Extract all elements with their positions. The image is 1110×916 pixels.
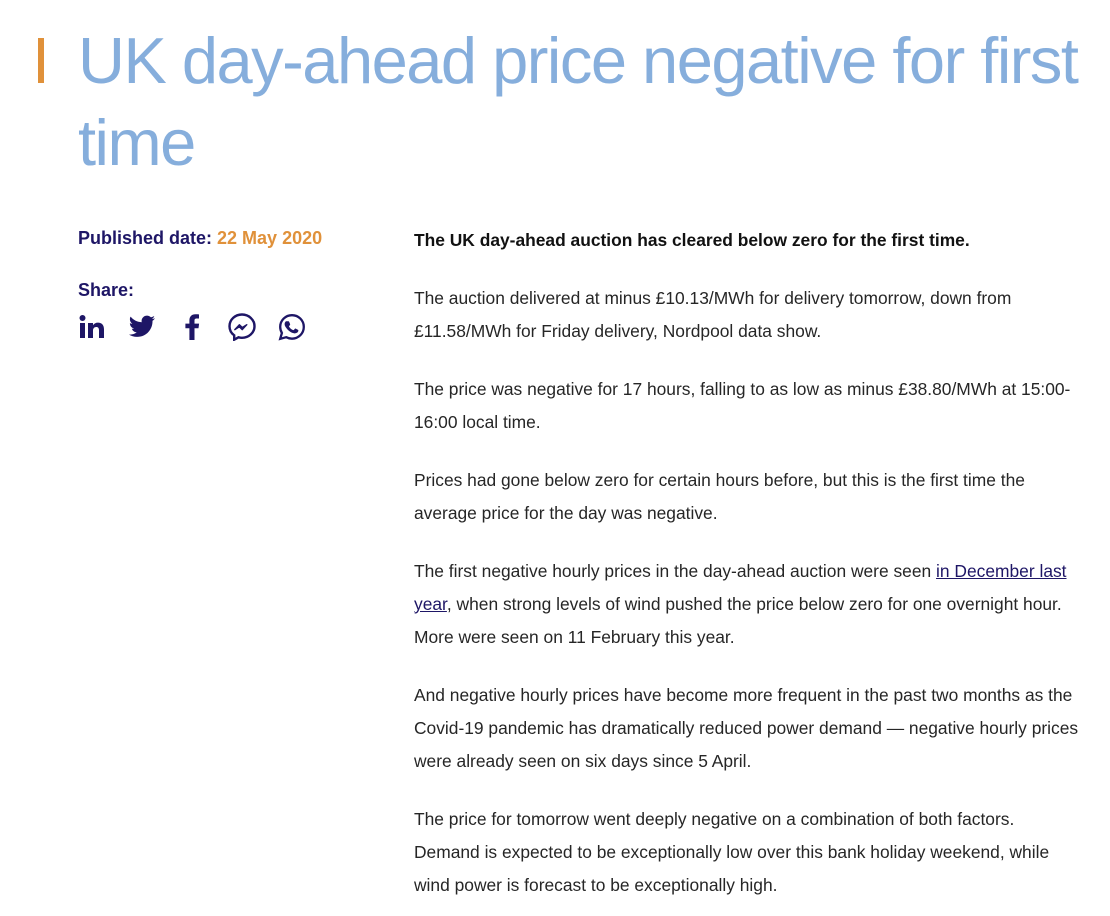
article-paragraph-2: The price was negative for 17 hours, fal… [414, 379, 1071, 432]
article-body: The UK day-ahead auction has cleared bel… [414, 224, 1080, 916]
article-paragraph-4-end: , when strong levels of wind pushed the … [414, 594, 1062, 647]
share-icons [78, 312, 378, 342]
article-paragraph-5: And negative hourly prices have become m… [414, 685, 1079, 771]
linkedin-icon[interactable] [78, 313, 106, 341]
december-link[interactable]: in December last year [414, 561, 1067, 614]
share-label: Share: [78, 280, 135, 300]
article-paragraph-4-start: The first negative hourly prices in the … [414, 561, 937, 581]
messenger-icon[interactable] [228, 313, 256, 341]
title-accent-bar [38, 38, 44, 83]
twitter-icon[interactable] [128, 313, 156, 341]
whatsapp-icon[interactable] [278, 313, 306, 341]
facebook-icon[interactable] [178, 313, 206, 341]
article-meta: Published date: 22 May 2020 Share: [78, 226, 378, 342]
published-date: 22 May 2020 [217, 228, 323, 248]
article-lead: The UK day-ahead auction has cleared bel… [414, 230, 970, 250]
article-paragraph-1: The auction delivered at minus £10.13/MW… [414, 288, 1012, 341]
published-label: Published date: [78, 228, 213, 248]
article-paragraph-3: Prices had gone below zero for certain h… [414, 470, 1025, 523]
article-paragraph-6: The price for tomorrow went deeply negat… [414, 809, 1050, 895]
page-title: UK day-ahead price negative for first ti… [78, 24, 1079, 179]
article-paragraph-4: The first negative hourly prices in the … [414, 555, 1080, 654]
published-date-line: Published date: 22 May 2020 [78, 226, 378, 250]
